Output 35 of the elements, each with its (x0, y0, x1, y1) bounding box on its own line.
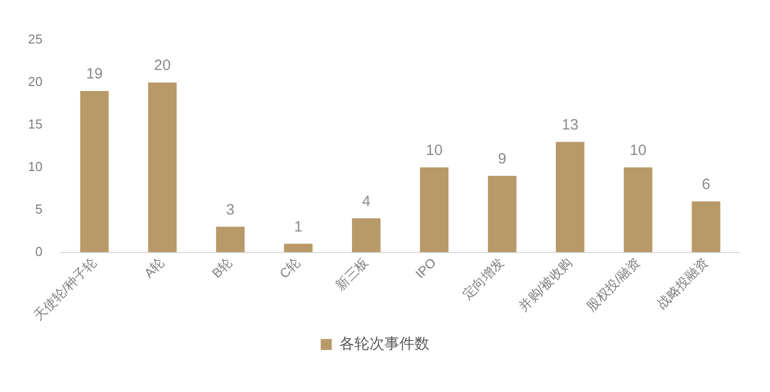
bar (148, 82, 177, 252)
data-label: 13 (562, 116, 578, 134)
x-tick-label: 并购/被收购 (516, 254, 575, 314)
bar (284, 244, 313, 252)
x-tick-label: IPO (412, 254, 439, 282)
x-tick-label: 定向增发 (459, 254, 507, 302)
x-tick-label: A轮 (141, 254, 168, 281)
data-label: 10 (630, 142, 646, 159)
bar (624, 167, 652, 252)
y-tick-label: 5 (35, 201, 42, 216)
bar (420, 167, 448, 252)
data-label: 1 (294, 218, 302, 236)
data-label: 6 (702, 176, 710, 193)
bar (488, 176, 516, 252)
legend-label: 各轮次事件数 (339, 336, 430, 353)
bar (352, 218, 381, 252)
data-label: 4 (362, 192, 370, 210)
data-label: 9 (498, 150, 506, 168)
data-label: 3 (226, 201, 235, 218)
y-tick-label: 25 (28, 32, 42, 47)
bar (556, 142, 584, 252)
bar (80, 90, 109, 252)
bar (692, 201, 720, 252)
x-tick-label: C轮 (276, 254, 303, 282)
data-label: 10 (426, 142, 443, 159)
data-label: 20 (154, 57, 171, 74)
bar (216, 226, 245, 252)
x-tick-label: B轮 (209, 254, 235, 281)
y-tick-label: 10 (28, 158, 42, 174)
data-label: 19 (86, 66, 103, 83)
y-tick-label: 20 (28, 74, 42, 90)
x-tick-label: 股权投/融资 (584, 254, 643, 314)
x-tick-label: 战略投融资 (654, 254, 711, 312)
y-tick-label: 15 (28, 116, 42, 132)
x-tick-label: 新三板 (332, 254, 371, 294)
